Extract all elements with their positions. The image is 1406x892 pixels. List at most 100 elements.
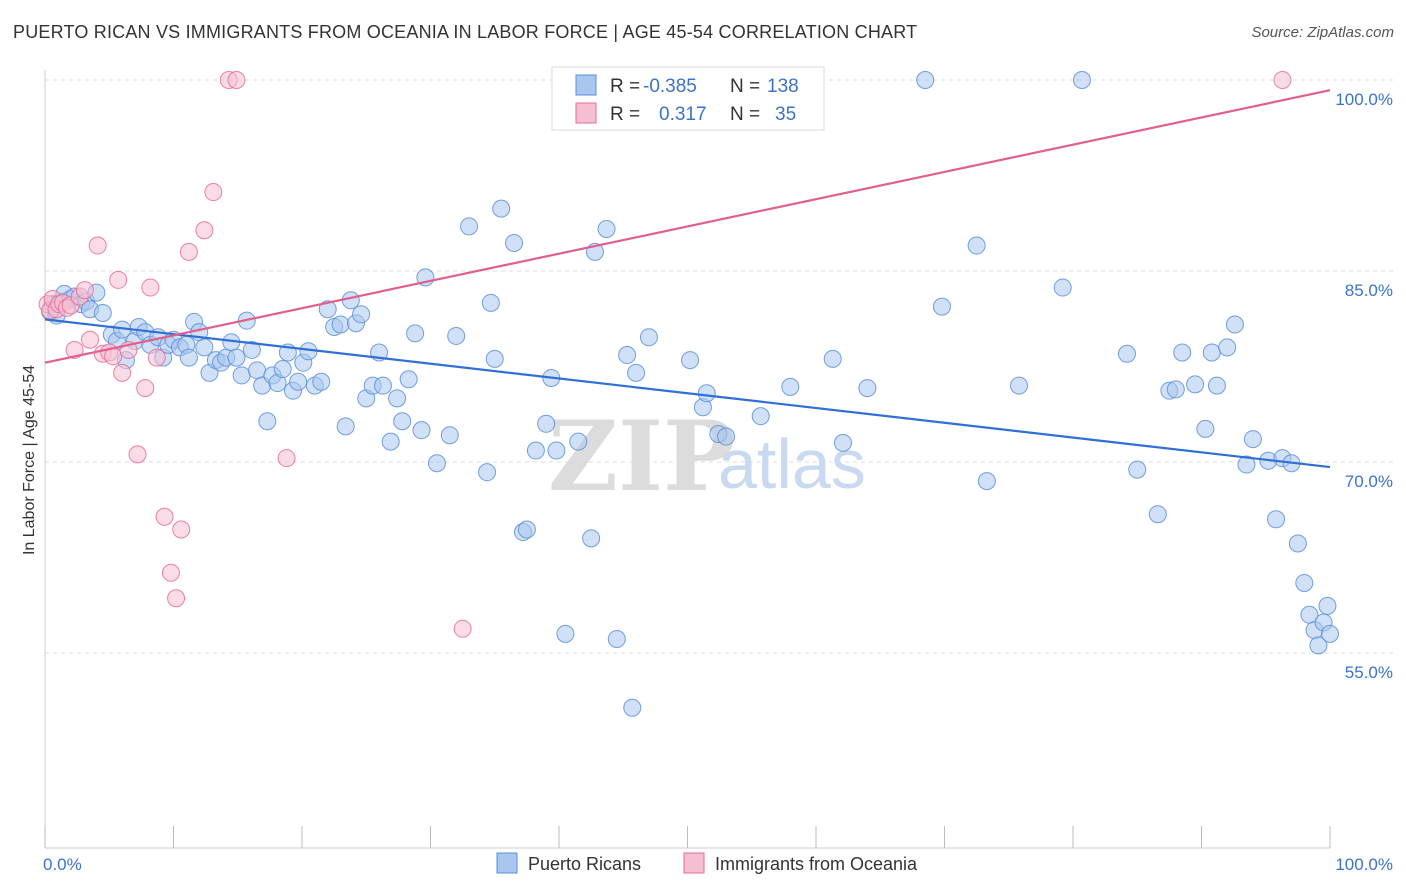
point-puerto-ricans [618, 346, 637, 365]
point-puerto-ricans [607, 629, 626, 648]
point-puerto-ricans [858, 379, 877, 398]
point-puerto-ricans [627, 363, 646, 382]
point-oceania [136, 379, 155, 398]
point-puerto-ricans [977, 472, 996, 491]
point-puerto-ricans [639, 328, 658, 347]
trend-line-oceania [44, 89, 1331, 364]
point-puerto-ricans [485, 349, 504, 368]
point-puerto-ricans [916, 71, 935, 89]
point-oceania [195, 221, 214, 240]
point-puerto-ricans [336, 417, 355, 436]
point-puerto-ricans [1196, 419, 1215, 438]
point-puerto-ricans [1072, 71, 1091, 89]
point-puerto-ricans [195, 338, 214, 357]
point-puerto-ricans [440, 426, 459, 445]
x-tick-label: 0.0% [43, 855, 82, 874]
tick-labels: 55.0% 70.0% 85.0% 100.0% 0.0% 100.0% [43, 90, 1393, 874]
legend-n-value-1: 138 [767, 76, 799, 97]
point-oceania [65, 340, 84, 359]
point-puerto-ricans [781, 377, 800, 396]
point-puerto-ricans [537, 414, 556, 433]
chart-title: PUERTO RICAN VS IMMIGRANTS FROM OCEANIA … [13, 22, 918, 42]
legend-r-label-2: R = [610, 104, 640, 125]
point-puerto-ricans [681, 351, 700, 370]
point-oceania [172, 520, 191, 539]
point-puerto-ricans [352, 305, 371, 324]
point-puerto-ricans [932, 297, 951, 316]
point-puerto-ricans [623, 698, 642, 717]
point-puerto-ricans [460, 217, 479, 236]
point-puerto-ricans [341, 291, 360, 310]
point-puerto-ricans [547, 441, 566, 460]
point-puerto-ricans [1117, 344, 1136, 363]
point-oceania [80, 330, 99, 349]
point-oceania [155, 507, 174, 526]
point-puerto-ricans [823, 349, 842, 368]
point-puerto-ricans [505, 233, 524, 252]
point-oceania [109, 270, 128, 289]
watermark-zip: ZIP [548, 400, 735, 513]
point-puerto-ricans [399, 370, 418, 389]
legend-r-value-2: 0.317 [659, 104, 707, 125]
point-puerto-ricans [492, 199, 511, 218]
legend-box [551, 66, 825, 131]
point-puerto-ricans [1321, 624, 1339, 643]
point-puerto-ricans [833, 433, 852, 452]
legend-n-value-2: 35 [775, 104, 796, 125]
point-puerto-ricans [232, 366, 251, 385]
point-puerto-ricans [1202, 343, 1221, 362]
y-axis-title: In Labor Force | Age 45-54 [21, 365, 38, 555]
legend-n-label-2: N = [730, 104, 760, 125]
point-oceania [161, 563, 180, 582]
point-puerto-ricans [242, 340, 261, 359]
point-puerto-ricans [312, 372, 331, 391]
point-puerto-ricans [597, 219, 616, 238]
y-tick-label: 55.0% [1345, 663, 1393, 682]
point-puerto-ricans [478, 463, 497, 482]
watermark: ZIP atlas [548, 400, 866, 513]
point-puerto-ricans [1243, 430, 1262, 449]
data-points [38, 71, 1339, 717]
source-credit: Source: ZipAtlas.com [1251, 24, 1394, 41]
trend-line-puerto-ricans [44, 318, 1331, 469]
point-oceania [147, 348, 166, 367]
point-puerto-ricans [1128, 460, 1147, 479]
bottom-legend-oceania: Immigrants from Oceania [715, 854, 918, 874]
point-puerto-ricans [1295, 573, 1314, 592]
x-tick-label: 100.0% [1335, 855, 1393, 874]
point-puerto-ricans [569, 432, 588, 451]
point-puerto-ricans [412, 421, 431, 440]
point-puerto-ricans [373, 376, 392, 395]
point-puerto-ricans [517, 520, 536, 539]
legend-r-value-1: -0.385 [643, 76, 697, 97]
legend-top: R = -0.385 N = 138 R = 0.317 N = 35 [551, 66, 825, 131]
point-puerto-ricans [967, 236, 986, 255]
point-oceania [113, 363, 132, 382]
bottom-legend-swatch-oceania [683, 852, 705, 874]
point-puerto-ricans [1010, 376, 1029, 395]
point-puerto-ricans [751, 407, 770, 426]
point-puerto-ricans [1309, 636, 1328, 655]
point-puerto-ricans [1225, 315, 1244, 334]
point-puerto-ricans [1148, 505, 1167, 524]
point-puerto-ricans [717, 427, 736, 446]
point-oceania [179, 242, 198, 261]
point-puerto-ricans [318, 300, 337, 319]
point-oceania [141, 278, 160, 297]
point-puerto-ricans [381, 432, 400, 451]
point-puerto-ricans [1186, 375, 1205, 394]
point-puerto-ricans [406, 324, 425, 343]
point-oceania [167, 589, 186, 608]
point-puerto-ricans [697, 384, 716, 403]
point-oceania [88, 236, 107, 255]
point-puerto-ricans [1237, 455, 1256, 474]
point-puerto-ricans [1318, 596, 1337, 615]
point-oceania [227, 71, 246, 89]
point-puerto-ricans [481, 293, 500, 312]
point-puerto-ricans [179, 348, 198, 367]
axes [44, 70, 1331, 849]
point-puerto-ricans [393, 412, 412, 431]
bottom-legend-swatch-puerto-ricans [496, 852, 518, 874]
point-oceania [128, 445, 147, 464]
y-tick-label: 70.0% [1345, 472, 1393, 491]
